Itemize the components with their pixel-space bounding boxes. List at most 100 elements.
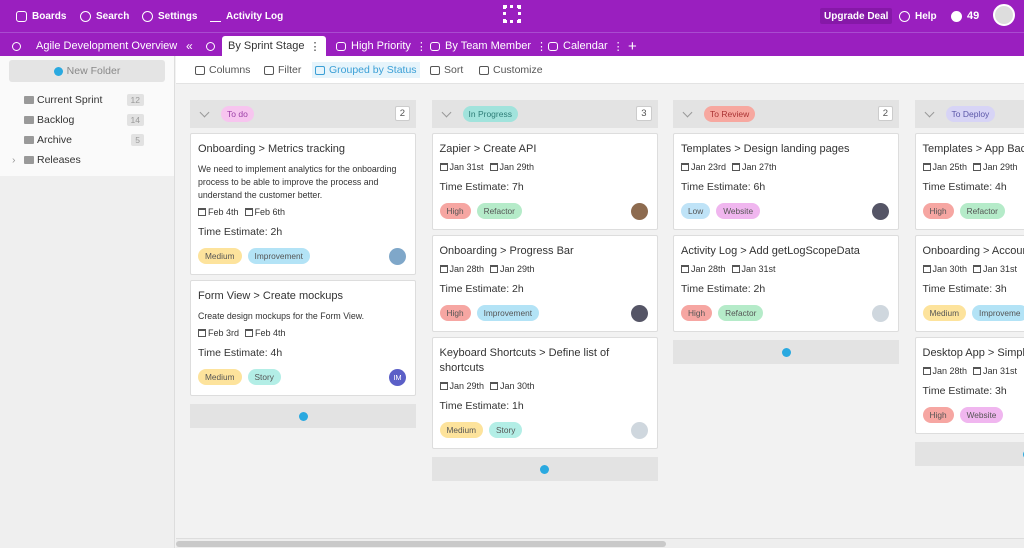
toolbar-button[interactable]: Customize [476,62,546,78]
tag[interactable]: Refactor [959,203,1005,219]
tag[interactable]: High [922,407,954,423]
date-text: Jan 23rd [691,162,727,172]
card[interactable]: Onboarding > Accoun Jan 30th Jan 31st Time … [914,235,1024,332]
date-text: Jan 29th [500,264,535,274]
assignee-avatar[interactable]: IM [389,369,406,386]
settings-button[interactable]: Settings [142,8,197,24]
folder-name: Archive [37,134,73,146]
assignee-avatar[interactable] [630,422,648,439]
card-title: Form View > Create mockups [198,290,343,302]
tag[interactable]: Improvement [247,248,310,264]
tag[interactable]: Medium [922,305,967,321]
add-tab-button[interactable]: + [628,37,637,55]
expand-icon[interactable]: › [12,154,16,166]
assignee-avatar[interactable] [630,203,648,220]
tag[interactable]: High [439,305,471,321]
tag[interactable]: Medium [198,248,242,264]
tab-menu[interactable]: ⋮ [612,40,624,53]
add-card-button[interactable] [190,404,416,428]
project-name[interactable]: Agile Development Overview [6,36,183,56]
folder[interactable]: Current Sprint 12 [0,90,174,110]
card[interactable]: Activity Log > Add getLogScopeData Jan 28… [673,235,899,332]
tag[interactable]: Website [716,203,761,219]
tag[interactable]: Low [681,203,711,219]
tag[interactable]: Story [247,369,281,385]
search-button[interactable]: Search [80,8,129,24]
scrollbar[interactable] [176,538,1024,548]
notifications[interactable]: 49 [951,8,979,24]
card-tags: Low Website [681,202,891,220]
assignee-avatar[interactable] [872,305,889,322]
tag[interactable]: High [922,203,954,219]
date: Jan 27th [732,162,777,172]
tab[interactable]: By Sprint Stage ⋮ [222,36,327,56]
collapse-toggle[interactable] [682,107,693,117]
toolbar-button[interactable]: Sort [427,62,466,78]
folder-icon [24,116,34,124]
tag[interactable]: Refactor [476,203,522,219]
tab-menu[interactable]: ⋮ [415,40,427,53]
assignee-avatar[interactable] [630,305,648,322]
tab[interactable]: Calendar ⋮ [542,36,630,56]
folder[interactable]: Backlog 14 [0,110,174,130]
tag[interactable]: Website [959,407,1004,423]
date: Jan 31st [973,264,1017,274]
toolbar-button[interactable]: Columns [192,62,253,78]
tab-menu[interactable]: ⋮ [309,40,321,53]
tab[interactable]: By Team Member ⋮ [424,36,553,56]
folder[interactable]: Archive 5 [0,130,174,150]
card[interactable]: Keyboard Shortcuts > Define list of shor… [431,337,658,449]
collapse-button[interactable]: « [186,39,193,53]
folder[interactable]: › Releases [0,150,174,170]
date: Jan 28th [922,366,967,376]
toolbar-label: Customize [493,64,543,76]
tag[interactable]: Story [489,422,523,438]
calendar-icon [244,208,253,216]
card-dates: Jan 28th Jan 29th [439,264,650,274]
collapse-toggle[interactable] [441,107,451,117]
tag[interactable]: Improvement [476,305,539,321]
time-estimate: Time Estimate: 7h [439,181,524,193]
card[interactable]: Onboarding > Progress Bar Jan 28th Jan 29t… [431,235,658,332]
tag[interactable]: Medium [198,369,242,385]
card[interactable]: Desktop App > Simple Jan 28th Jan 31st Time… [914,337,1024,434]
calendar-icon [973,163,982,171]
add-card-button[interactable] [914,442,1024,466]
collapse-toggle[interactable] [924,107,934,117]
add-card-button[interactable] [673,340,899,364]
card[interactable]: Templates > App Back Jan 25th Jan 29th Time… [914,133,1024,230]
card[interactable]: Zapier > Create API Jan 31st Jan 29th Time … [431,133,658,230]
assignee-avatar[interactable] [389,248,406,265]
tab-settings[interactable] [200,36,221,56]
toolbar-button[interactable]: Grouped by Status [312,62,420,78]
help-button[interactable]: Help [899,8,937,24]
assignee-avatar[interactable] [872,203,889,220]
card-dates: Jan 29th Jan 30th [439,381,650,391]
card[interactable]: Onboarding > Metrics tracking We need to … [190,133,416,275]
calendar-icon [922,265,931,273]
user-avatar[interactable] [993,4,1015,26]
card-tags: High Refactor [439,202,650,220]
collapse-toggle[interactable] [199,107,210,117]
new-folder-button[interactable]: New Folder [9,60,165,82]
card-count: 3 [636,106,652,121]
activity-log-button[interactable]: Activity Log [210,8,283,24]
label: Settings [158,10,198,22]
tab-label: By Sprint Stage [228,40,305,52]
tag[interactable]: Improveme [972,305,1024,321]
card[interactable]: Form View > Create mockups Create design … [190,280,416,396]
toolbar-button[interactable]: Filter [261,62,304,78]
tab-menu[interactable]: ⋮ [536,40,547,53]
tab[interactable]: High Priority ⋮ [330,36,433,56]
tag[interactable]: High [439,203,471,219]
tag[interactable]: Medium [439,422,484,438]
upgrade-button[interactable]: Upgrade Deal [820,8,893,24]
date-text: Jan 30th [500,381,535,391]
folder-name: Current Sprint [37,94,103,106]
tag[interactable]: Refactor [718,305,764,321]
tag[interactable]: High [681,305,713,321]
card[interactable]: Templates > Design landing pages Jan 23rd… [673,133,899,230]
add-card-button[interactable] [431,457,658,481]
boards-button[interactable]: Boards [16,8,66,24]
card-dates: Jan 23rd Jan 27th [681,162,891,172]
